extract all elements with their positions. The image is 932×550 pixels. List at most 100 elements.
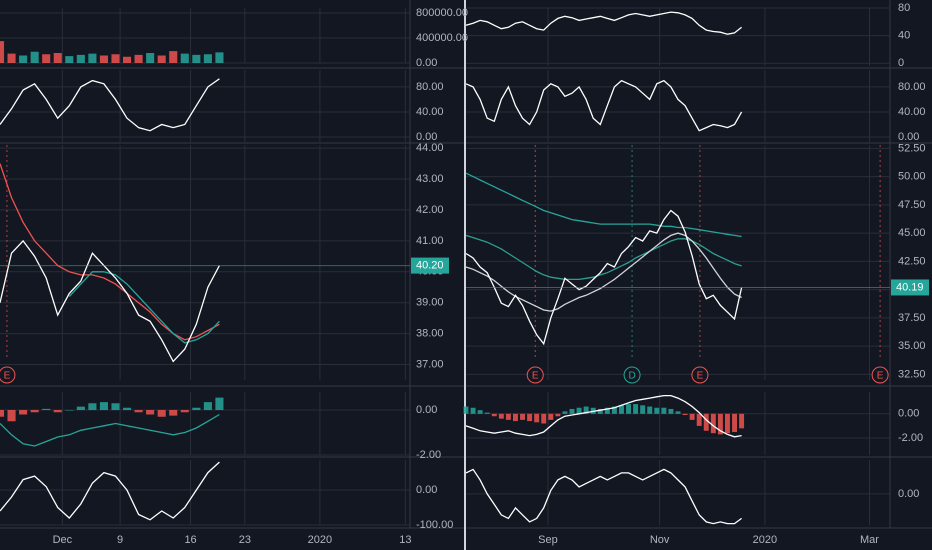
x-tick-label: 23 xyxy=(239,534,251,546)
y-tick-label: 0.00 xyxy=(898,488,919,500)
bar xyxy=(65,56,74,63)
bar xyxy=(555,413,561,417)
bar xyxy=(541,413,547,424)
event-label: E xyxy=(532,371,539,382)
y-tick-label: 32.50 xyxy=(898,368,926,380)
y-tick-label: 45.00 xyxy=(898,227,926,239)
y-tick-label: 38.00 xyxy=(416,328,444,340)
event-marker xyxy=(871,366,889,384)
bar xyxy=(583,406,589,414)
y-tick-label: 0.00 xyxy=(898,131,919,143)
bar xyxy=(633,404,639,414)
y-tick-label: 0.00 xyxy=(416,404,437,416)
bar xyxy=(739,413,745,429)
bar xyxy=(732,413,738,432)
y-tick-label: 40.00 xyxy=(898,106,926,118)
bar xyxy=(30,51,39,63)
bar xyxy=(65,410,74,411)
bar xyxy=(498,413,504,419)
bar xyxy=(169,51,178,63)
bar xyxy=(562,411,568,414)
bar xyxy=(146,410,155,415)
bar xyxy=(53,53,62,63)
series-line xyxy=(465,209,743,346)
bar xyxy=(717,413,723,435)
bar xyxy=(123,56,132,63)
bar xyxy=(192,407,201,410)
bar xyxy=(0,410,5,417)
y-tick-label: 50.00 xyxy=(898,171,926,183)
y-tick-label: -100.00 xyxy=(416,519,453,531)
event-label: E xyxy=(4,371,11,382)
bar xyxy=(618,405,624,414)
bar xyxy=(30,410,39,413)
y-tick-label: 0.00 xyxy=(416,484,437,496)
bar xyxy=(661,407,667,414)
series-line xyxy=(0,78,220,132)
bar xyxy=(682,413,688,416)
bar xyxy=(192,54,201,63)
bar xyxy=(604,407,610,414)
bar xyxy=(19,410,28,415)
bar xyxy=(134,54,143,63)
bar xyxy=(111,54,120,63)
last-price-box xyxy=(891,279,929,296)
bar xyxy=(42,408,51,410)
bar xyxy=(675,411,681,414)
y-tick-label: 44.00 xyxy=(416,142,444,154)
bar xyxy=(19,55,28,63)
y-tick-label: 80.00 xyxy=(416,81,444,93)
bar xyxy=(157,410,166,417)
series-line xyxy=(465,172,742,238)
bar xyxy=(710,413,716,434)
bar xyxy=(88,53,97,63)
series-line xyxy=(465,468,742,525)
x-tick-label: 13 xyxy=(399,534,411,546)
event-label: E xyxy=(877,371,884,382)
x-tick-label: 9 xyxy=(117,534,123,546)
bar xyxy=(696,413,702,426)
series-line xyxy=(465,234,742,281)
bar xyxy=(99,402,108,410)
bar xyxy=(215,52,224,63)
y-tick-label: 41.00 xyxy=(416,235,444,247)
bar xyxy=(527,413,533,422)
y-tick-label: 0.00 xyxy=(898,408,919,420)
bar xyxy=(88,403,97,410)
y-tick-label: 0.00 xyxy=(416,131,437,143)
y-tick-label: 47.50 xyxy=(898,199,926,211)
series-line xyxy=(465,394,742,438)
bar xyxy=(99,55,108,63)
bar xyxy=(569,408,575,414)
bar xyxy=(53,410,62,413)
event-label: D xyxy=(628,371,635,382)
bar xyxy=(180,53,189,63)
bar xyxy=(477,410,483,414)
bar xyxy=(703,413,709,431)
bar xyxy=(203,54,212,63)
bar xyxy=(491,413,497,417)
y-tick-label: 39.00 xyxy=(416,297,444,309)
bar xyxy=(169,410,178,416)
bar xyxy=(0,41,5,63)
x-tick-label: Nov xyxy=(650,534,670,546)
x-tick-label: Mar xyxy=(860,534,879,546)
bar xyxy=(146,53,155,63)
event-marker xyxy=(526,366,544,384)
bar xyxy=(534,413,540,423)
bar xyxy=(111,403,120,410)
bar xyxy=(597,408,603,414)
y-tick-label: 40.00 xyxy=(416,106,444,118)
event-marker xyxy=(0,366,16,384)
bar xyxy=(640,405,646,414)
bar xyxy=(611,406,617,414)
bar xyxy=(7,53,16,63)
bar xyxy=(505,413,511,420)
series-line xyxy=(465,79,743,132)
y-tick-label: 400000.00 xyxy=(416,32,468,44)
y-tick-label: 0.00 xyxy=(416,57,437,69)
bar xyxy=(654,407,660,414)
bar xyxy=(215,397,224,410)
bar xyxy=(576,407,582,414)
